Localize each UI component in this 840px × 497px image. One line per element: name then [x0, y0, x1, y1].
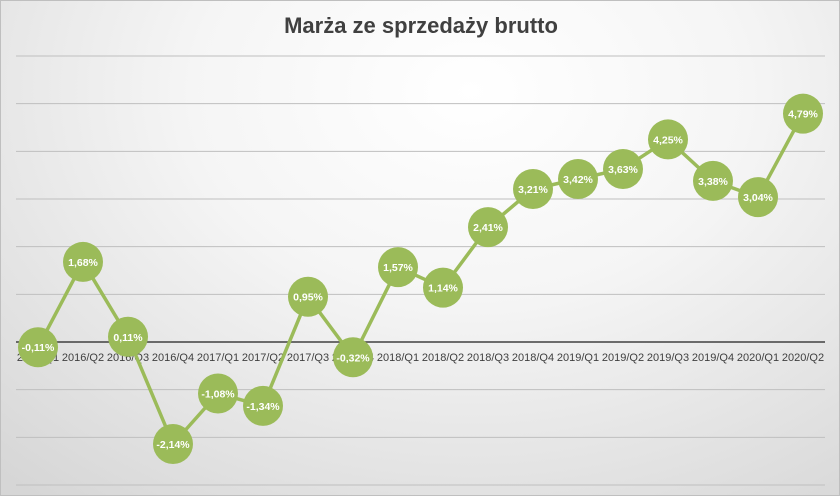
data-point-marker: [288, 276, 328, 317]
data-point-marker: [198, 373, 238, 414]
data-point-marker: [558, 158, 598, 199]
data-point-marker: [243, 385, 283, 426]
data-point-marker: [333, 337, 373, 378]
data-point-marker: [738, 177, 778, 218]
data-point-marker: [468, 207, 508, 248]
data-point-marker: [513, 168, 553, 209]
series-line: [36, 112, 805, 446]
data-label: 3,04%: [743, 192, 773, 204]
x-tick-label: 2018/Q2: [422, 352, 464, 364]
chart-title: Marża ze sprzedaży brutto: [284, 13, 558, 38]
data-label: -1,08%: [201, 388, 235, 400]
data-label: 2,41%: [473, 222, 503, 234]
data-label: 4,25%: [653, 134, 683, 146]
data-label: -0,32%: [336, 352, 370, 364]
x-tick-label: 2017/Q3: [287, 352, 329, 364]
data-point-marker: [648, 119, 688, 160]
data-label: 0,95%: [293, 292, 323, 304]
data-point-marker: [63, 241, 103, 282]
x-tick-label: 2020/Q1: [737, 352, 779, 364]
data-label: 0,11%: [113, 332, 143, 344]
data-label: 1,68%: [68, 257, 98, 269]
x-tick-label: 2016/Q2: [62, 352, 104, 364]
data-point-marker: [783, 93, 823, 134]
data-label: -0,11%: [22, 342, 55, 354]
data-point-marker: [18, 327, 58, 368]
data-label: 3,63%: [608, 164, 638, 176]
data-point-marker: [378, 247, 418, 288]
x-tick-label: 2019/Q3: [647, 352, 689, 364]
x-tick-label: 2018/Q4: [512, 352, 554, 364]
data-point-marker: [423, 267, 463, 308]
data-label: 3,21%: [518, 184, 548, 196]
data-label: 3,42%: [563, 174, 593, 186]
x-tick-label: 2016/Q4: [152, 352, 194, 364]
x-tick-label: 2020/Q2: [782, 352, 824, 364]
data-label: 4,79%: [788, 109, 818, 121]
data-point-marker: [603, 148, 643, 189]
x-tick-label: 2019/Q4: [692, 352, 734, 364]
data-point-marker: [693, 160, 733, 201]
x-tick-label: 2019/Q2: [602, 352, 644, 364]
x-tick-label: 2018/Q1: [377, 352, 419, 364]
data-label: 1,57%: [383, 262, 413, 274]
data-label: -1,34%: [246, 401, 280, 413]
data-label: 1,14%: [428, 283, 458, 295]
x-tick-label: 2017/Q1: [197, 352, 239, 364]
data-label: -2,14%: [156, 439, 190, 451]
x-tick-label: 2018/Q3: [467, 352, 509, 364]
data-point-marker: [108, 316, 148, 357]
x-tick-label: 2017/Q2: [242, 352, 284, 364]
data-point-marker: [153, 424, 193, 465]
data-label: 3,38%: [698, 176, 728, 188]
x-tick-label: 2019/Q1: [557, 352, 599, 364]
